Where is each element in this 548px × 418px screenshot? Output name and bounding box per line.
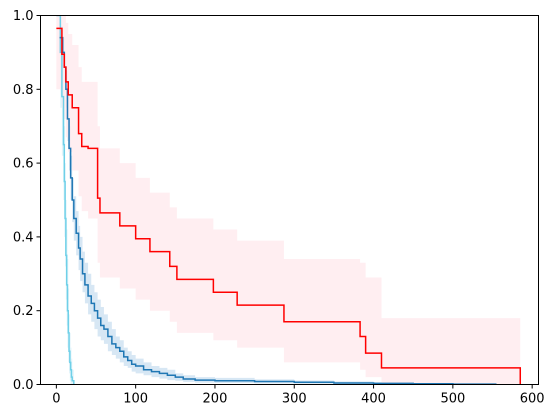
x-tick-label: 0: [52, 392, 60, 407]
plot-area: [56, 15, 522, 385]
x-tick-label: 400: [361, 392, 386, 407]
x-tick-label: 500: [440, 392, 465, 407]
x-tick-label: 100: [123, 392, 148, 407]
y-tick-label: 1.0: [13, 9, 34, 24]
y-tick-label: 0.0: [13, 378, 34, 393]
y-tick-label: 0.4: [13, 230, 34, 245]
y-tick-label: 0.8: [13, 83, 34, 98]
y-axis: 0.0 0.2 0.4 0.6 0.8 1.0: [13, 9, 41, 393]
x-axis: 0 100 200 300 400 500 600: [52, 384, 545, 407]
x-tick-label: 300: [282, 392, 307, 407]
survival-curve-1: [56, 15, 75, 385]
survival-curve-3: [56, 27, 522, 385]
confidence-band-3: [56, 15, 521, 385]
x-tick-label: 200: [203, 392, 228, 407]
axes-frame: [40, 15, 539, 385]
x-tick-label: 600: [520, 392, 545, 407]
survival-curve-2: [59, 36, 497, 385]
y-tick-label: 0.2: [13, 304, 34, 319]
y-tick-label: 0.6: [13, 157, 34, 172]
